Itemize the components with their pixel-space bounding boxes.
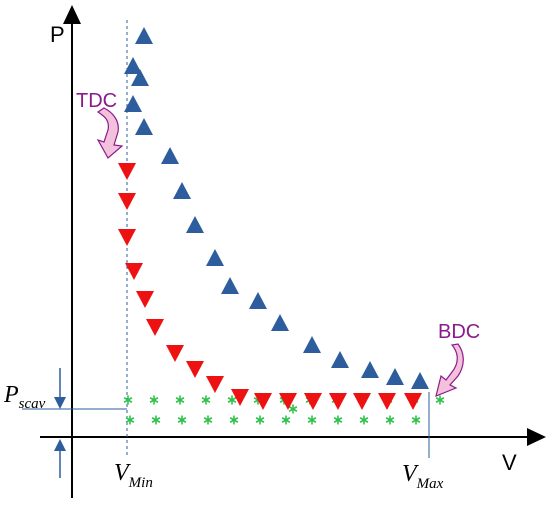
- expansion-marker: [304, 393, 322, 410]
- y-axis-label: P: [50, 22, 65, 47]
- v-max-subscript: Max: [416, 476, 444, 492]
- compression-marker: [386, 368, 404, 385]
- p-scav-main: P: [3, 382, 19, 408]
- expansion-marker: [329, 393, 347, 410]
- compression-marker: [361, 361, 379, 378]
- compression-marker: [124, 57, 142, 74]
- y-axis-arrowhead: [63, 5, 81, 24]
- expansion-marker: [254, 393, 272, 410]
- scavenge-marker: [177, 415, 187, 425]
- tdc-arrow: [96, 107, 124, 159]
- compression-marker: [173, 182, 191, 199]
- expansion-marker: [136, 291, 154, 308]
- compression-marker: [135, 118, 153, 135]
- compression-marker: [221, 277, 239, 294]
- scavenge-marker: [149, 395, 159, 405]
- x-axis-arrowhead: [527, 428, 546, 446]
- bdc-label: BDC: [438, 321, 480, 343]
- expansion-marker: [146, 319, 164, 336]
- expansion-marker: [231, 389, 249, 406]
- v-min-subscript: Min: [128, 475, 153, 491]
- scavenge-marker: [411, 415, 421, 425]
- compression-marker: [303, 336, 321, 353]
- scavenge-marker: [255, 415, 265, 425]
- p-scav-upper-arrowhead: [54, 397, 66, 409]
- compression-marker: [161, 147, 179, 164]
- bdc-arrow: [435, 343, 464, 397]
- scavenge-marker: [435, 395, 445, 405]
- expansion-marker: [279, 393, 297, 410]
- expansion-marker: [125, 263, 143, 280]
- scavenge-marker: [175, 395, 185, 405]
- compression-marker: [124, 95, 142, 112]
- expansion-marker: [206, 376, 224, 393]
- scavenge-marker: [288, 404, 298, 414]
- p-scav-lower-arrowhead: [54, 439, 66, 451]
- compression-marker: [271, 314, 289, 331]
- v-min-main: V: [114, 460, 131, 486]
- scavenge-marker: [227, 395, 237, 405]
- compression-marker: [331, 351, 349, 368]
- v-max-label: VMax: [402, 461, 444, 492]
- expansion-marker: [118, 163, 136, 180]
- compression-marker: [206, 249, 224, 266]
- expansion-marker: [404, 393, 422, 410]
- scavenge-marker: [307, 415, 317, 425]
- v-max-main: V: [402, 461, 419, 487]
- expansion-markers: [118, 163, 422, 410]
- x-axis-label: V: [502, 450, 517, 475]
- compression-marker: [249, 292, 267, 309]
- scavenge-marker: [359, 415, 369, 425]
- scavenge-marker: [125, 415, 135, 425]
- expansion-marker: [353, 393, 371, 410]
- p-scav-subscript: scav: [19, 396, 46, 412]
- scavenge-marker: [151, 415, 161, 425]
- scavenge-marker: [333, 415, 343, 425]
- expansion-marker: [186, 361, 204, 378]
- scavenge-marker: [281, 415, 291, 425]
- compression-marker: [135, 27, 153, 44]
- v-min-label: VMin: [114, 460, 153, 491]
- expansion-marker: [118, 193, 136, 210]
- scavenge-marker: [201, 395, 211, 405]
- compression-marker: [411, 372, 429, 389]
- scavenge-marker: [229, 415, 239, 425]
- compression-marker: [186, 216, 204, 233]
- scavenge-marker: [203, 415, 213, 425]
- expansion-marker: [118, 229, 136, 246]
- tdc-label: TDC: [76, 90, 117, 112]
- compression-markers: [124, 27, 429, 389]
- p-scav-label: Pscav: [3, 382, 46, 412]
- scavenge-marker: [123, 395, 133, 405]
- expansion-marker: [378, 393, 396, 410]
- compression-marker: [131, 69, 149, 86]
- scavenge-marker: [385, 415, 395, 425]
- expansion-marker: [166, 345, 184, 362]
